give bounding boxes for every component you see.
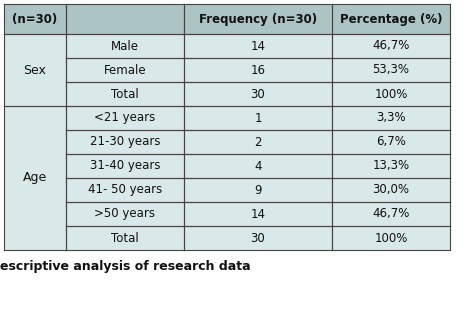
Text: Age: Age (23, 171, 47, 184)
Text: >50 years: >50 years (94, 208, 155, 220)
Text: 46,7%: 46,7% (372, 208, 410, 220)
Bar (184, 202, 332, 226)
Bar (184, 154, 332, 178)
Text: 14: 14 (250, 208, 265, 220)
Bar (332, 82, 450, 106)
Bar (184, 58, 332, 82)
Text: 21-30 years: 21-30 years (90, 135, 160, 149)
Bar (332, 4, 450, 34)
Bar (184, 82, 332, 106)
Bar (184, 4, 332, 34)
Bar (66, 178, 184, 202)
Bar (66, 130, 184, 154)
Text: 53,3%: 53,3% (373, 64, 410, 77)
Text: 4: 4 (254, 160, 262, 172)
Text: Percentage (%): Percentage (%) (340, 12, 442, 25)
Text: 2: 2 (254, 135, 262, 149)
Bar (66, 82, 184, 106)
Text: 30: 30 (251, 232, 265, 245)
Bar (332, 154, 450, 178)
Text: 14: 14 (250, 39, 265, 52)
Text: <21 years: <21 years (94, 112, 155, 125)
Bar (184, 226, 332, 250)
Text: 9: 9 (254, 183, 262, 197)
Bar (184, 34, 332, 58)
Text: Total: Total (111, 232, 139, 245)
Bar (4, 34, 66, 106)
Bar (66, 154, 184, 178)
Bar (66, 4, 184, 34)
Text: 1: 1 (254, 112, 262, 125)
Text: 30: 30 (251, 87, 265, 100)
Text: 31-40 years: 31-40 years (90, 160, 160, 172)
Bar (66, 226, 184, 250)
Bar (332, 130, 450, 154)
Bar (66, 58, 184, 82)
Text: (n=30): (n=30) (12, 12, 58, 25)
Text: 3,3%: 3,3% (376, 112, 406, 125)
Text: 46,7%: 46,7% (372, 39, 410, 52)
Bar (332, 178, 450, 202)
Text: escriptive analysis of research data: escriptive analysis of research data (0, 260, 251, 273)
Bar (184, 106, 332, 130)
Bar (4, 106, 66, 250)
Text: 6,7%: 6,7% (376, 135, 406, 149)
Bar (4, 4, 66, 34)
Text: 30,0%: 30,0% (373, 183, 410, 197)
Text: 16: 16 (250, 64, 265, 77)
Bar (66, 34, 184, 58)
Bar (332, 226, 450, 250)
Text: Sex: Sex (24, 64, 46, 77)
Text: 13,3%: 13,3% (373, 160, 410, 172)
Text: 100%: 100% (374, 87, 408, 100)
Bar (332, 106, 450, 130)
Bar (184, 130, 332, 154)
Bar (332, 34, 450, 58)
Text: Female: Female (104, 64, 146, 77)
Text: Frequency (n=30): Frequency (n=30) (199, 12, 317, 25)
Bar (66, 202, 184, 226)
Bar (332, 202, 450, 226)
Text: Total: Total (111, 87, 139, 100)
Text: 100%: 100% (374, 232, 408, 245)
Bar (66, 106, 184, 130)
Bar (332, 58, 450, 82)
Text: Male: Male (111, 39, 139, 52)
Bar (184, 178, 332, 202)
Text: 41- 50 years: 41- 50 years (88, 183, 162, 197)
